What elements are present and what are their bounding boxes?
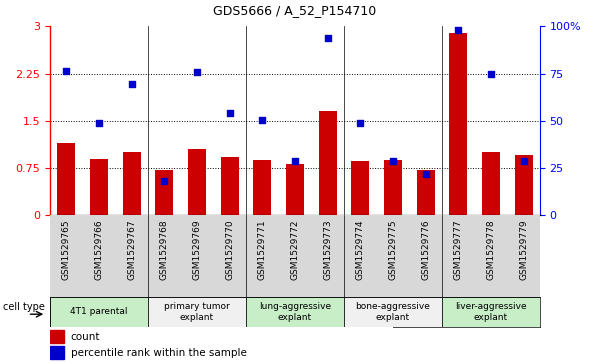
Bar <box>344 297 442 327</box>
Point <box>192 70 202 76</box>
Text: GDS5666 / A_52_P154710: GDS5666 / A_52_P154710 <box>214 4 376 17</box>
Text: bone-aggressive
explant: bone-aggressive explant <box>356 302 430 322</box>
Point <box>323 35 332 41</box>
Bar <box>57 143 76 215</box>
Text: GSM1529768: GSM1529768 <box>160 219 169 280</box>
Text: GSM1529779: GSM1529779 <box>519 219 528 280</box>
Text: GSM1529773: GSM1529773 <box>323 219 332 280</box>
Bar <box>351 160 369 215</box>
Text: GSM1529767: GSM1529767 <box>127 219 136 280</box>
Bar <box>188 149 206 215</box>
Point <box>127 81 136 87</box>
Bar <box>253 160 271 215</box>
Bar <box>482 152 500 215</box>
Text: cell type: cell type <box>2 302 44 312</box>
Text: GSM1529766: GSM1529766 <box>94 219 104 280</box>
Text: GSM1529777: GSM1529777 <box>454 219 463 280</box>
Text: GSM1529765: GSM1529765 <box>62 219 71 280</box>
Point <box>225 110 234 115</box>
Bar <box>417 170 435 215</box>
Text: GSM1529774: GSM1529774 <box>356 219 365 280</box>
Bar <box>155 170 173 215</box>
Bar <box>449 33 467 215</box>
Text: GSM1529776: GSM1529776 <box>421 219 430 280</box>
Text: percentile rank within the sample: percentile rank within the sample <box>71 348 247 358</box>
Point <box>388 158 398 163</box>
Bar <box>442 297 540 327</box>
Bar <box>384 160 402 215</box>
Bar <box>514 155 533 215</box>
Text: liver-aggressive
explant: liver-aggressive explant <box>455 302 527 322</box>
Bar <box>319 111 337 215</box>
Point <box>519 158 528 163</box>
Point <box>94 120 104 126</box>
Bar <box>90 159 108 215</box>
Bar <box>148 297 246 327</box>
Bar <box>50 330 64 343</box>
Point <box>258 117 267 123</box>
Text: count: count <box>71 332 100 342</box>
Text: primary tumor
explant: primary tumor explant <box>164 302 230 322</box>
Text: GSM1529769: GSM1529769 <box>192 219 202 280</box>
Point <box>160 178 169 184</box>
Text: GSM1529771: GSM1529771 <box>258 219 267 280</box>
Point <box>421 171 430 177</box>
Point <box>356 121 365 126</box>
Point <box>486 71 496 77</box>
Bar <box>50 297 148 327</box>
Bar <box>246 297 344 327</box>
Point <box>290 158 300 163</box>
Point <box>454 27 463 33</box>
Bar <box>123 152 141 215</box>
Bar <box>286 164 304 215</box>
Text: GSM1529775: GSM1529775 <box>388 219 398 280</box>
Text: GSM1529772: GSM1529772 <box>290 219 300 280</box>
Text: GSM1529778: GSM1529778 <box>486 219 496 280</box>
Text: 4T1 parental: 4T1 parental <box>70 307 128 316</box>
Point <box>62 68 71 73</box>
Bar <box>221 158 239 215</box>
Text: lung-aggressive
explant: lung-aggressive explant <box>259 302 331 322</box>
Bar <box>50 346 64 359</box>
Text: GSM1529770: GSM1529770 <box>225 219 234 280</box>
